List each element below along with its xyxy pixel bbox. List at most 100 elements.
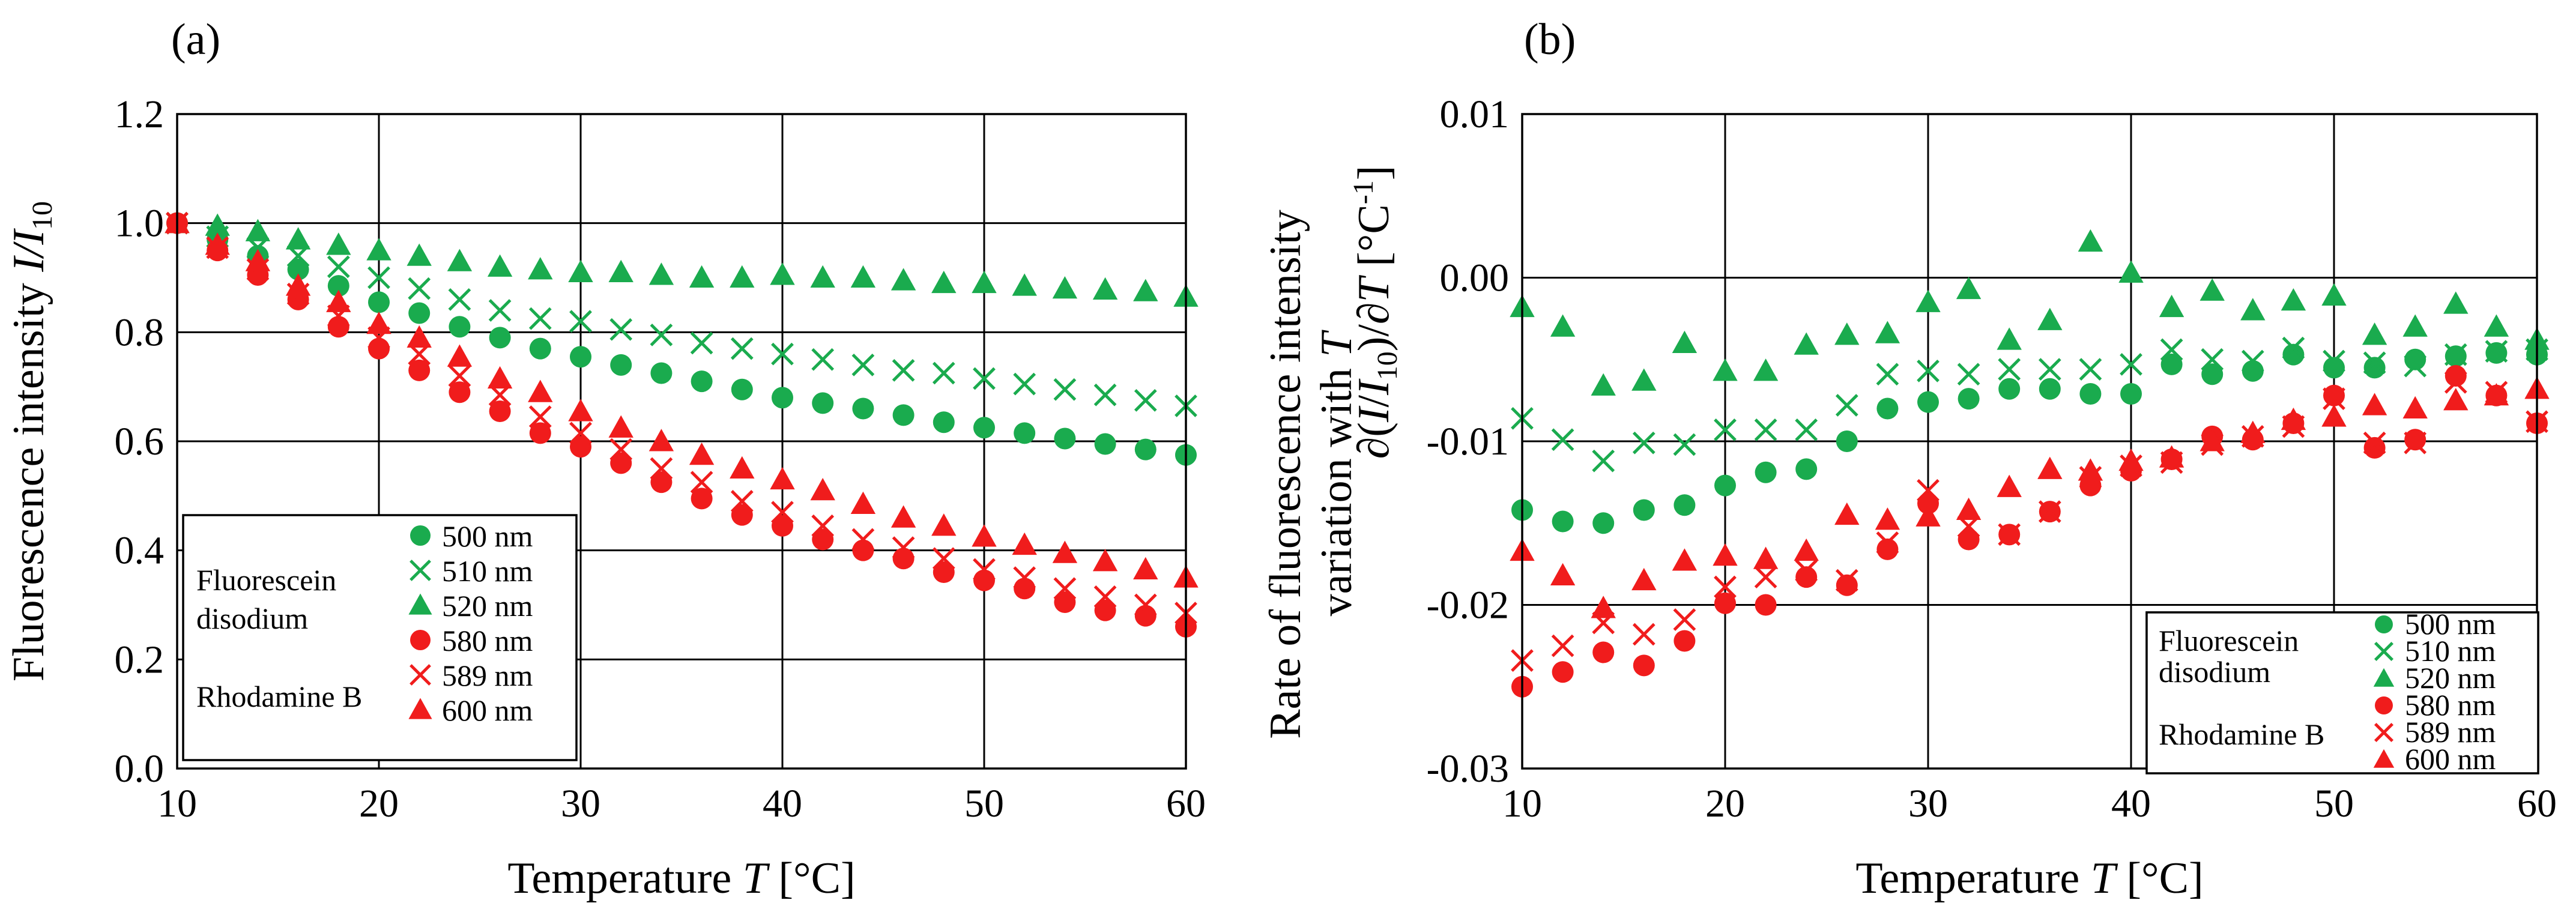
panel-b-point-510nm bbox=[2079, 358, 2102, 381]
panel-b-point-600nm bbox=[2240, 420, 2266, 443]
panel-a-x-tick-label: 30 bbox=[561, 782, 600, 826]
panel-b-point-580nm bbox=[1917, 492, 1939, 515]
panel-b-point-580nm bbox=[2363, 436, 2386, 459]
panel-b-point-580nm bbox=[2444, 365, 2467, 387]
panel-b-point-589nm bbox=[2038, 500, 2061, 524]
panel-a-point-580nm bbox=[650, 471, 673, 494]
panel-a-legend-group-rhodamine: Rhodamine B bbox=[196, 680, 362, 713]
panel-a-y-tick-label: 0.6 bbox=[115, 420, 165, 464]
panel-b-x-tick-label: 10 bbox=[1502, 782, 1542, 826]
panel-a-point-510nm bbox=[1013, 372, 1036, 396]
panel-a-legend-group-fluorescein-2: disodium bbox=[196, 602, 308, 635]
panel-a-point-510nm bbox=[851, 353, 875, 376]
panel-a-point-500nm bbox=[731, 378, 753, 400]
panel-a-point-520nm bbox=[245, 219, 271, 241]
panel-b-point-520nm bbox=[2443, 291, 2469, 314]
panel-a-x-tick-label: 20 bbox=[359, 782, 399, 826]
panel-b-legend-marker-580nm bbox=[2375, 696, 2393, 714]
panel-b-point-600nm bbox=[2443, 388, 2469, 411]
panel-b-point-580nm bbox=[1673, 630, 1696, 652]
panel-b-point-520nm bbox=[1997, 327, 2022, 350]
panel-b-point-500nm bbox=[1714, 474, 1736, 497]
panel-b-point-600nm bbox=[2362, 393, 2387, 415]
panel-a-point-500nm bbox=[570, 346, 591, 368]
panel-b-legend-frame bbox=[2145, 611, 2539, 775]
panel-a-x-axis-label: Temperature T [°C] bbox=[507, 854, 855, 903]
panel-a-point-500nm bbox=[1054, 427, 1076, 450]
panel-b-y-axis-label-line2: variation with T bbox=[1312, 330, 1361, 617]
panel-a-point-589nm bbox=[851, 528, 875, 551]
panel-b-point-580nm bbox=[1795, 566, 1818, 588]
panel-b-point-500nm bbox=[2242, 360, 2264, 382]
panel-b-point-520nm bbox=[1875, 321, 1900, 343]
panel-b-x-ticks: 10 20 30 40 50 60 bbox=[1502, 782, 2557, 826]
panel-b-point-500nm bbox=[1795, 458, 1818, 480]
panel-b-legend-marker-510nm bbox=[2374, 641, 2394, 662]
panel-a-point-580nm bbox=[892, 548, 915, 570]
panel-b-x-tick-label: 20 bbox=[1705, 782, 1745, 826]
panel-a-point-589nm bbox=[1134, 593, 1157, 617]
panel-a-y-ticks: 0.0 0.2 0.4 0.6 0.8 1.0 1.2 bbox=[115, 92, 165, 791]
panel-a-point-520nm bbox=[1052, 276, 1078, 299]
panel-a-y-tick-label: 1.0 bbox=[115, 202, 165, 246]
panel-b-point-500nm bbox=[2039, 378, 2061, 400]
panel-b-point-600nm bbox=[1550, 563, 1576, 586]
panel-a-point-510nm bbox=[650, 324, 673, 346]
panel-a-point-500nm bbox=[691, 370, 713, 393]
panel-b-point-600nm bbox=[2078, 458, 2103, 481]
panel-b-point-510nm bbox=[1551, 428, 1574, 451]
panel-a-point-600nm bbox=[649, 429, 674, 451]
panel-a-point-600nm bbox=[205, 232, 230, 255]
panel-b-legend-entry-600: 600 nm bbox=[2405, 742, 2496, 776]
panel-b-point-510nm bbox=[1754, 418, 1777, 441]
panel-a-legend-marker-520nm bbox=[408, 593, 432, 615]
panel-a-point-510nm bbox=[448, 288, 471, 311]
panel-b-point-510nm bbox=[1998, 358, 2021, 381]
panel-b-legend-entry-510: 510 nm bbox=[2405, 634, 2496, 668]
panel-b-y-ticks: -0.03 -0.02 -0.01 0.00 0.01 bbox=[1427, 92, 1509, 791]
panel-a-point-580nm bbox=[610, 452, 632, 474]
panel-b-legend-entry-520: 520 nm bbox=[2405, 661, 2496, 695]
panel-b-y-tick-label: 0.01 bbox=[1440, 92, 1510, 136]
panel-b-point-600nm bbox=[1753, 546, 1779, 569]
panel-a-point-580nm bbox=[691, 488, 713, 510]
panel-b-legend-entry-589: 589 nm bbox=[2405, 715, 2496, 749]
panel-a-point-520nm bbox=[1092, 277, 1118, 300]
panel-a-point-600nm bbox=[1133, 557, 1158, 580]
panel-a-point-510nm bbox=[892, 359, 915, 382]
panel-a-point-580nm bbox=[570, 436, 591, 458]
panel-a-point-500nm bbox=[933, 411, 955, 433]
panel-a-point-500nm bbox=[368, 291, 390, 313]
panel-b-point-500nm bbox=[1552, 510, 1574, 533]
panel-a-point-600nm bbox=[245, 249, 271, 271]
panel-b-point-510nm bbox=[2323, 349, 2345, 373]
panel-a-point-510nm bbox=[1053, 378, 1077, 401]
panel-a-point-600nm bbox=[608, 415, 633, 438]
panel-b-point-580nm bbox=[1592, 641, 1615, 663]
panel-a-point-520nm bbox=[285, 227, 311, 250]
panel-a-point-600nm bbox=[810, 478, 835, 501]
panel-a-point-589nm bbox=[528, 405, 552, 428]
panel-a-label: (a) bbox=[171, 15, 220, 64]
panel-b-y-tick-label: -0.03 bbox=[1427, 747, 1509, 791]
panel-a-point-510nm bbox=[367, 266, 390, 289]
panel-a-point-600nm bbox=[730, 456, 755, 479]
panel-b-point-600nm bbox=[2159, 445, 2184, 468]
panel-a-point-520nm bbox=[770, 262, 795, 285]
panel-a-point-589nm bbox=[448, 364, 471, 387]
panel-b-legend-marker-589nm bbox=[2374, 722, 2394, 743]
panel-a-point-520nm bbox=[931, 270, 957, 294]
panel-a-point-600nm bbox=[890, 505, 916, 528]
panel-a-point-510nm bbox=[973, 367, 996, 390]
panel-b-point-580nm bbox=[2323, 384, 2345, 406]
panel-a-y-tick-label: 0.8 bbox=[115, 310, 165, 354]
panel-b-point-520nm bbox=[1834, 322, 1860, 345]
panel-a-point-520nm bbox=[649, 262, 674, 285]
panel-a-marks bbox=[165, 210, 1199, 638]
panel-a-point-589nm bbox=[609, 438, 633, 461]
panel-b-point-580nm bbox=[1958, 528, 1980, 551]
panel-b-point-500nm bbox=[2404, 348, 2426, 370]
panel-b-point-510nm bbox=[2120, 353, 2142, 376]
panel-a-point-600nm bbox=[1012, 532, 1037, 555]
panel-b-point-600nm bbox=[1591, 596, 1616, 618]
